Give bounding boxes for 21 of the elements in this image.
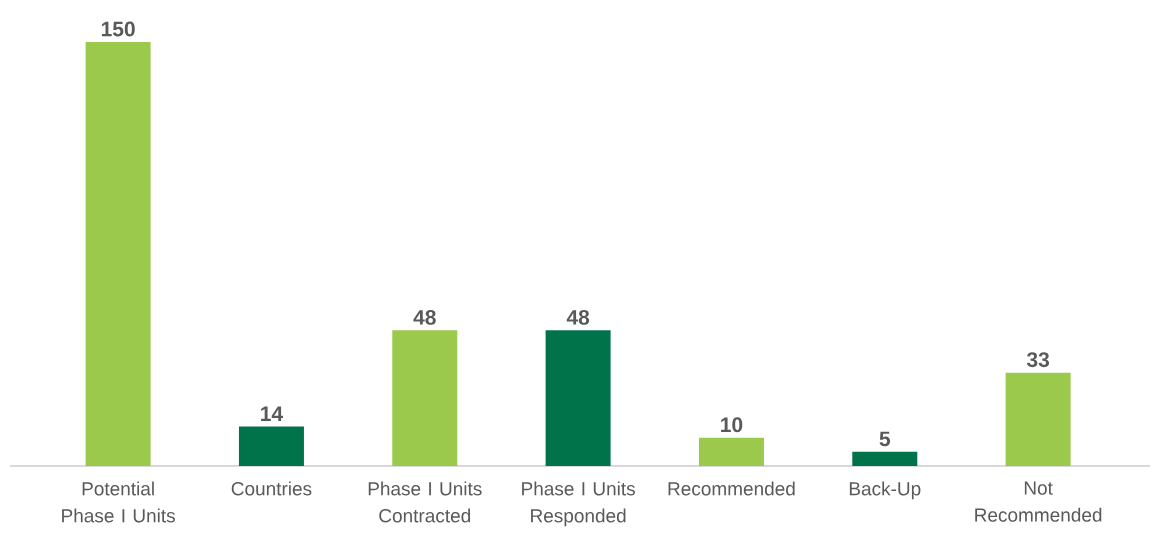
- bar: [545, 330, 611, 466]
- data-label: 14: [261, 406, 283, 421]
- x-tick-label: Phase I Units Contracted: [368, 481, 482, 523]
- x-tick-label: Phase I Units Responded: [522, 481, 635, 527]
- x-tick-label: Recommended: [668, 481, 795, 496]
- x-tick-label: Back-Up: [849, 481, 921, 500]
- data-label: 33: [1026, 352, 1050, 368]
- bar: [1005, 372, 1071, 466]
- x-tick-label: Not Recommended: [975, 481, 1102, 522]
- data-label: 150: [101, 21, 135, 37]
- x-tick-label: Potential Phase I Units: [62, 481, 175, 523]
- bar: [392, 330, 458, 466]
- bar: [852, 451, 918, 466]
- bar: [698, 437, 764, 466]
- data-label: 48: [566, 309, 590, 325]
- bar: [238, 426, 304, 466]
- data-label: 48: [413, 309, 436, 325]
- bar: [85, 41, 151, 466]
- data-label: 10: [721, 417, 743, 433]
- data-label: 5: [879, 431, 891, 447]
- x-tick-label: Countries: [231, 481, 312, 496]
